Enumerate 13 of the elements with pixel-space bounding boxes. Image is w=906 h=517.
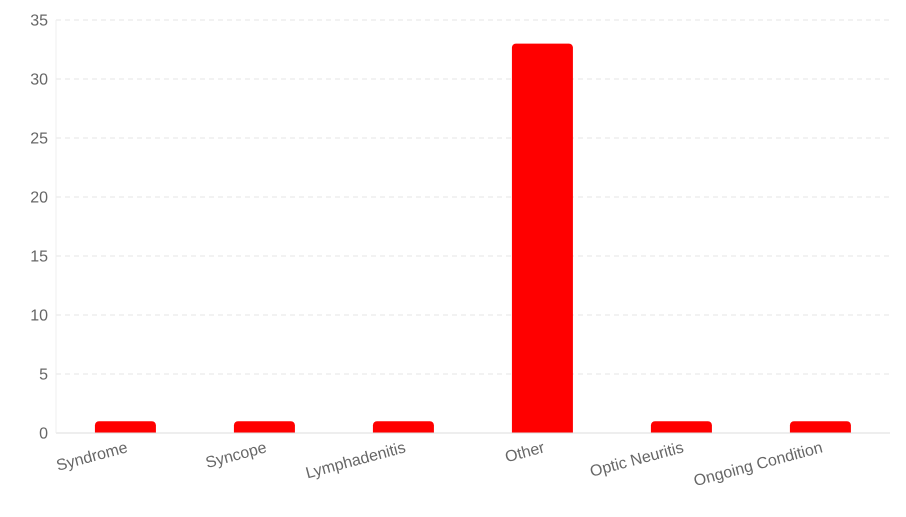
x-tick-label: Syndrome — [54, 439, 130, 475]
y-tick-label: 20 — [30, 190, 48, 207]
y-tick-label: 0 — [39, 426, 48, 443]
y-tick-label: 15 — [30, 248, 48, 266]
y-tick-label: 5 — [39, 366, 48, 384]
x-tick-label: Optic Neuritis — [588, 439, 686, 481]
y-tick-label: 10 — [30, 308, 48, 325]
y-tick-label: 30 — [30, 72, 48, 89]
x-tick-label: Syncope — [204, 439, 269, 472]
x-tick-label: Other — [503, 439, 548, 466]
y-tick-label: 25 — [30, 130, 48, 148]
x-tick-label: Ongoing Condition — [692, 439, 824, 490]
y-tick-label: 35 — [30, 12, 48, 30]
